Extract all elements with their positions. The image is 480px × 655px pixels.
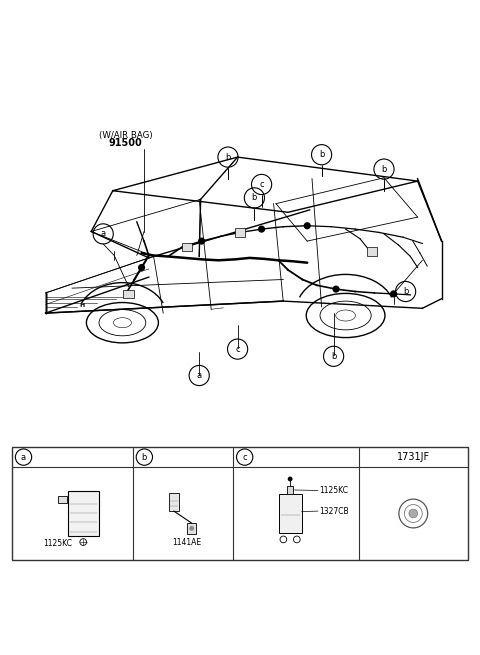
Text: b: b [403,287,408,296]
Text: a: a [21,453,26,462]
Text: b: b [225,153,231,162]
FancyBboxPatch shape [123,290,134,298]
Text: 1141AE: 1141AE [172,538,202,548]
Text: 1125KC: 1125KC [44,538,72,548]
FancyBboxPatch shape [367,248,377,256]
Text: c: c [259,180,264,189]
Bar [12,447,468,560]
Bar [168,493,179,511]
Text: b: b [319,150,324,159]
Text: (W/AIR BAG): (W/AIR BAG) [99,131,153,140]
Bar [278,494,301,533]
Bar [58,495,67,502]
Text: b: b [381,164,387,174]
Text: c: c [242,453,247,462]
FancyBboxPatch shape [235,228,245,236]
Text: b: b [142,453,147,462]
Text: a: a [101,229,106,238]
Circle shape [139,265,144,271]
Text: b: b [331,352,336,361]
Bar [68,491,99,536]
Circle shape [304,223,310,229]
Circle shape [409,509,418,518]
Text: a: a [197,371,202,380]
Text: 1125KC: 1125KC [319,486,348,495]
Circle shape [189,526,194,531]
Circle shape [259,226,264,232]
Text: b: b [252,193,257,202]
Circle shape [391,291,396,297]
FancyBboxPatch shape [182,242,192,251]
Circle shape [288,477,292,481]
Text: c: c [235,345,240,354]
Text: 91500: 91500 [109,138,143,149]
Text: 1327CB: 1327CB [319,506,348,515]
Circle shape [199,238,204,244]
Circle shape [333,286,339,292]
Text: H: H [79,303,84,309]
Text: 1731JF: 1731JF [396,452,430,462]
Bar [287,486,293,494]
Bar [187,523,196,534]
